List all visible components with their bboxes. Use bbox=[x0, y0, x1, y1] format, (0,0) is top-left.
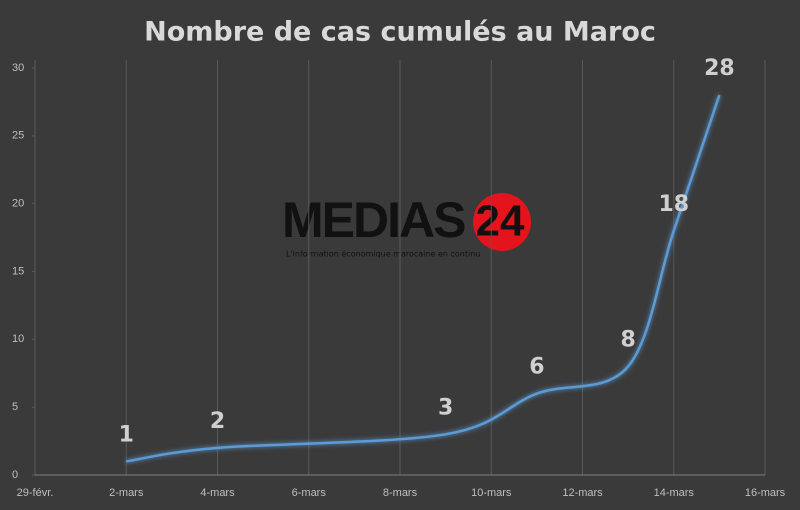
data-label: 3 bbox=[438, 395, 453, 420]
x-tick-label: 8-mars bbox=[383, 487, 418, 499]
y-tick-label: 25 bbox=[12, 130, 24, 142]
x-tick-label: 12-mars bbox=[562, 487, 603, 499]
watermark-circle bbox=[473, 193, 531, 251]
data-label: 1 bbox=[119, 422, 134, 447]
data-label: 28 bbox=[704, 56, 735, 81]
y-tick-label: 5 bbox=[12, 401, 18, 413]
x-tick-label: 2-mars bbox=[109, 487, 144, 499]
x-tick-label: 4-mars bbox=[200, 487, 235, 499]
y-tick-label: 15 bbox=[12, 265, 24, 277]
y-tick-label: 20 bbox=[12, 198, 24, 210]
y-tick-label: 30 bbox=[12, 62, 24, 74]
watermark-tagline: L'information économique marocaine en co… bbox=[286, 249, 480, 259]
chart-title: Nombre de cas cumulés au Maroc bbox=[144, 17, 656, 48]
data-label: 6 bbox=[529, 355, 544, 380]
x-tick-label: 16-mars bbox=[745, 487, 786, 499]
watermark-number: 24 bbox=[476, 197, 525, 246]
line bbox=[126, 94, 721, 463]
watermark-brand: MEDIAS bbox=[282, 192, 465, 248]
data-label: 2 bbox=[210, 409, 225, 434]
data-label: 8 bbox=[620, 327, 635, 352]
x-tick-label: 14-mars bbox=[654, 487, 695, 499]
y-tick-label: 10 bbox=[12, 333, 24, 345]
data-label: 18 bbox=[658, 192, 689, 217]
x-tick-label: 29-févr. bbox=[17, 487, 54, 499]
x-tick-label: 10-mars bbox=[471, 487, 512, 499]
x-tick-label: 6-mars bbox=[292, 487, 327, 499]
watermark: MEDIAS 24 L'information économique maroc… bbox=[282, 192, 531, 259]
y-tick-label: 0 bbox=[12, 469, 18, 481]
